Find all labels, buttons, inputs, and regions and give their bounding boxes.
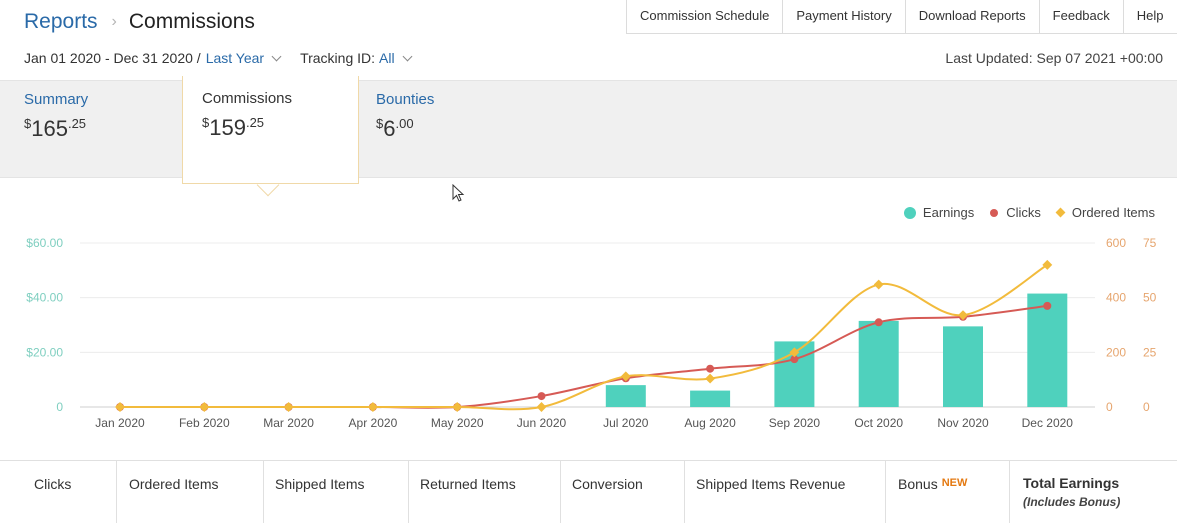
column-shipped-items[interactable]: Shipped Items xyxy=(264,461,409,523)
y-right-clicks-tick-label: 400 xyxy=(1106,291,1126,305)
x-tick-label: Jul 2020 xyxy=(603,416,649,430)
tab-commissions[interactable]: Commissions $159.25 xyxy=(182,76,359,184)
x-tick-label: Aug 2020 xyxy=(684,416,736,430)
earnings-bar xyxy=(1027,293,1068,407)
y-left-tick-label: $40.00 xyxy=(26,291,63,305)
column-conversion[interactable]: Conversion xyxy=(561,461,685,523)
y-right-ordered-tick-label: 0 xyxy=(1143,400,1150,414)
ordered-items-swatch xyxy=(1055,207,1066,218)
x-tick-label: Nov 2020 xyxy=(937,416,989,430)
breadcrumb: Reports › Commissions xyxy=(24,10,255,34)
ordered-items-point xyxy=(705,373,716,384)
tab-bounties-label: Bounties xyxy=(376,91,435,108)
column-ordered-items[interactable]: Ordered Items xyxy=(117,461,264,523)
earnings-bar xyxy=(858,320,899,407)
column-total-earnings[interactable]: Total Earnings (Includes Bonus) xyxy=(1023,475,1121,509)
y-right-ordered-tick-label: 25 xyxy=(1143,345,1157,359)
ordered-items-point xyxy=(958,310,968,321)
tab-commissions-label: Commissions xyxy=(202,90,293,107)
chart-legend: Earnings Clicks Ordered Items xyxy=(888,205,1155,220)
legend-ordered-items[interactable]: Ordered Items xyxy=(1055,205,1155,220)
last-updated-text: Last Updated: Sep 07 2021 +00:00 xyxy=(945,50,1163,66)
clicks-point xyxy=(706,364,715,373)
legend-earnings[interactable]: Earnings xyxy=(903,205,974,220)
x-tick-label: Jun 2020 xyxy=(517,416,567,430)
y-left-tick-label: $60.00 xyxy=(26,236,63,250)
y-right-clicks-tick-label: 600 xyxy=(1106,236,1126,250)
x-tick-label: Feb 2020 xyxy=(179,416,230,430)
earnings-bar xyxy=(943,326,983,407)
earnings-bar xyxy=(690,390,731,407)
y-right-ordered-tick-label: 75 xyxy=(1143,236,1157,250)
breadcrumb-reports-link[interactable]: Reports xyxy=(24,10,98,33)
feedback-button[interactable]: Feedback xyxy=(1039,0,1124,33)
column-returned-items[interactable]: Returned Items xyxy=(409,461,561,523)
date-range-text: Jan 01 2020 - Dec 31 2020 / xyxy=(24,50,201,66)
x-tick-label: Dec 2020 xyxy=(1022,416,1074,430)
ordered-items-point xyxy=(1042,259,1053,270)
y-right-ordered-tick-label: 50 xyxy=(1143,291,1157,305)
x-tick-label: May 2020 xyxy=(431,416,484,430)
clicks-point xyxy=(1043,301,1052,310)
chevron-down-icon[interactable] xyxy=(271,51,282,62)
earnings-swatch xyxy=(903,206,916,219)
ordered-items-point xyxy=(283,402,294,412)
ordered-items-point xyxy=(873,279,884,290)
download-reports-button[interactable]: Download Reports xyxy=(905,0,1040,33)
earnings-bar xyxy=(605,385,646,407)
ordered-items-point xyxy=(789,347,800,358)
ordered-items-point xyxy=(620,371,631,382)
chart-svg: 0 $20.00 $40.00 $60.00 0 200 400 600 0 25 50 75 Jan … xyxy=(26,236,1157,430)
bounties-amount: $6.00 xyxy=(376,116,414,141)
clicks-point xyxy=(790,355,799,364)
commission-schedule-button[interactable]: Commission Schedule xyxy=(627,0,784,33)
clicks-point xyxy=(537,392,546,401)
column-bonus[interactable]: Bonus NEW xyxy=(886,461,1010,523)
column-shipped-items-revenue[interactable]: Shipped Items Revenue xyxy=(685,461,886,523)
tab-summary-label: Summary xyxy=(24,91,89,108)
x-tick-label: Mar 2020 xyxy=(263,416,314,430)
earnings-tabs: Summary $165.25 Bounties $6.00 xyxy=(0,80,1177,178)
tracking-id-dropdown[interactable]: All xyxy=(379,50,395,66)
legend-clicks[interactable]: Clicks xyxy=(990,205,1041,220)
page-header: Reports › Commissions Commission Schedul… xyxy=(0,0,1177,80)
clicks-point xyxy=(874,318,883,327)
y-left-tick-label: $20.00 xyxy=(26,345,63,359)
mouse-cursor-icon xyxy=(452,184,465,202)
y-left-tick-label: 0 xyxy=(56,400,63,414)
chevron-right-icon: › xyxy=(111,13,117,30)
ordered-items-point xyxy=(536,402,547,412)
commissions-amount: $159.25 xyxy=(202,115,265,140)
x-tick-label: Apr 2020 xyxy=(349,416,398,430)
tracking-id-label: Tracking ID: xyxy=(300,50,376,66)
payment-history-button[interactable]: Payment History xyxy=(783,0,906,33)
tab-summary[interactable]: Summary $165.25 xyxy=(24,81,88,179)
new-badge: NEW xyxy=(941,477,968,489)
ordered-items-point xyxy=(115,402,125,412)
clicks-swatch xyxy=(990,208,999,217)
ordered-items-point xyxy=(452,402,463,412)
y-right-clicks-tick-label: 0 xyxy=(1106,400,1113,414)
ordered-items-point xyxy=(199,402,210,412)
summary-table-header: Clicks Ordered Items Shipped Items Retur… xyxy=(0,460,1177,523)
commissions-chart: 0 $20.00 $40.00 $60.00 0 200 400 600 0 25 50 75 Jan … xyxy=(0,178,1177,460)
ordered-items-point xyxy=(367,402,378,412)
x-tick-label: Oct 2020 xyxy=(854,416,903,430)
x-tick-label: Jan 2020 xyxy=(95,416,145,430)
x-tick-label: Sep 2020 xyxy=(769,416,821,430)
summary-amount: $165.25 xyxy=(24,116,87,141)
tab-bounties[interactable]: Bounties $6.00 xyxy=(376,81,434,179)
y-right-clicks-tick-label: 200 xyxy=(1106,345,1126,359)
filters-bar: Jan 01 2020 - Dec 31 2020 / Last Year Tr… xyxy=(24,50,421,66)
top-nav: Commission Schedule Payment History Down… xyxy=(626,0,1177,34)
column-clicks[interactable]: Clicks xyxy=(0,461,117,523)
chevron-down-icon[interactable] xyxy=(402,51,413,62)
help-button[interactable]: Help xyxy=(1123,0,1177,33)
date-preset-dropdown[interactable]: Last Year xyxy=(205,50,265,66)
page-title: Commissions xyxy=(128,10,255,33)
